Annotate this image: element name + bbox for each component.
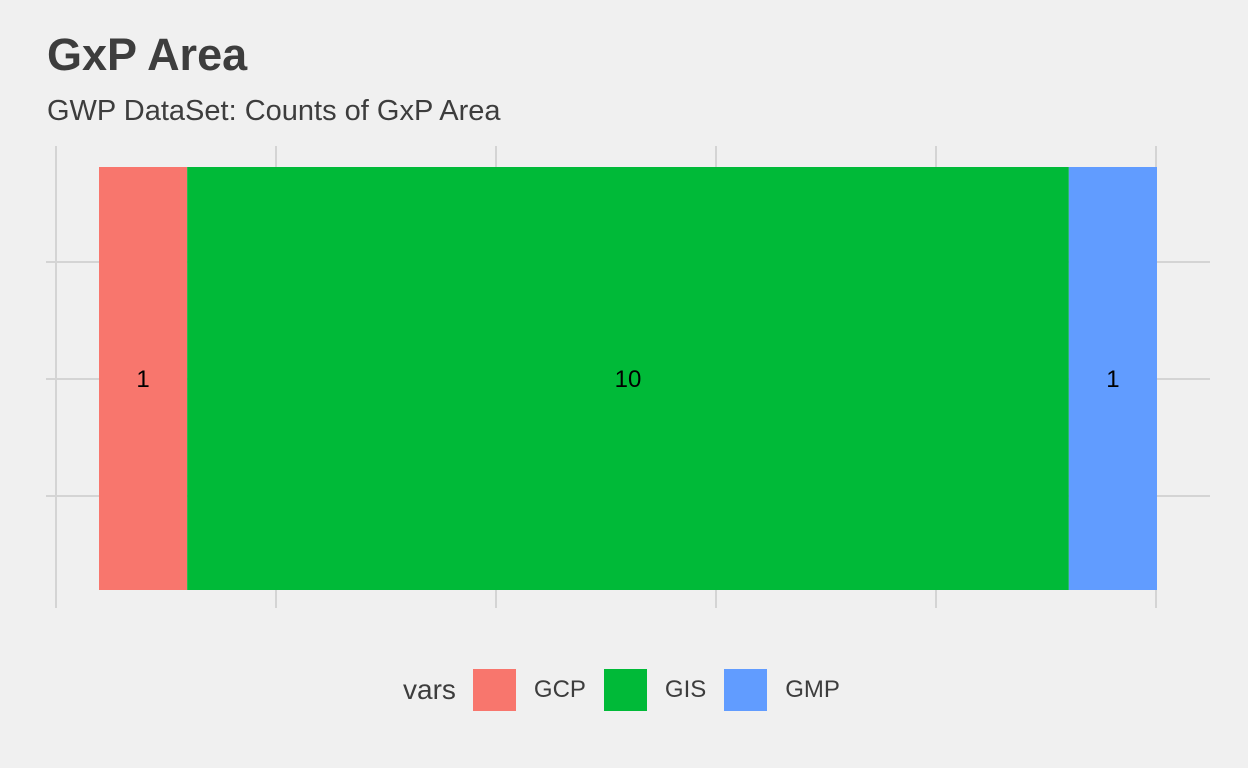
data-label-gcp: 1	[136, 366, 149, 393]
segment-labels: 1 10 1	[136, 366, 1119, 393]
bar-segment-gcp	[99, 167, 188, 590]
legend-label-gcp: GCP	[533, 676, 586, 703]
data-label-gmp: 1	[1106, 366, 1119, 393]
legend-label-gis: GIS	[664, 676, 707, 703]
bar-segments	[99, 167, 1157, 590]
legend-key-gis	[603, 669, 647, 711]
legend-item-gis: GIS	[603, 669, 707, 711]
legend-key-gmp	[724, 669, 768, 711]
chart-subtitle: GWP DataSet: Counts of GxP Area	[47, 95, 501, 127]
chart-title: GxP Area	[47, 29, 248, 80]
bar-segment-gis	[187, 167, 1069, 590]
legend-item-gcp: GCP	[472, 669, 586, 711]
legend-key-gcp	[472, 669, 516, 711]
legend-title: vars	[403, 674, 456, 705]
legend: vars GCP GIS GMP	[403, 669, 858, 711]
legend-item-gmp: GMP	[724, 669, 840, 711]
legend-label-gmp: GMP	[785, 676, 840, 703]
bar-segment-gmp	[1068, 167, 1157, 590]
data-label-gis: 10	[615, 366, 642, 393]
